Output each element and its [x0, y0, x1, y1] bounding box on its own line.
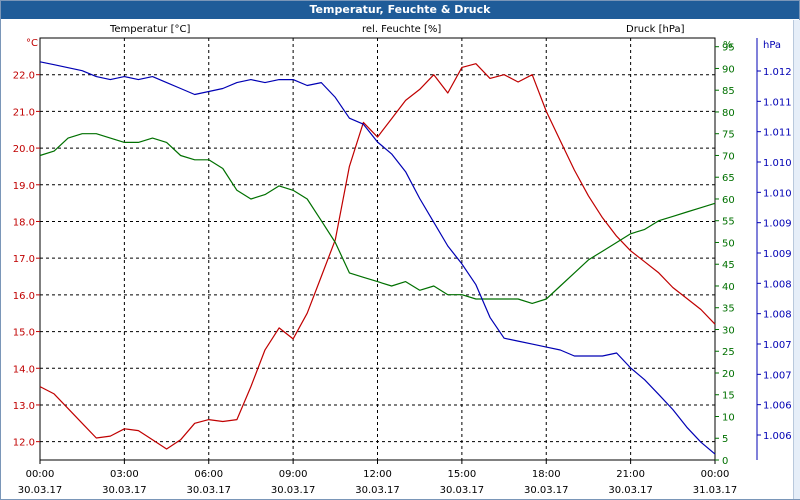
series-line-pressure	[39, 61, 716, 455]
x-tick-label-time: 12:00	[363, 469, 392, 480]
x-tick-label-time: 00:00	[26, 469, 55, 480]
window-edge	[793, 20, 800, 499]
humidity-tick-label: 60	[722, 195, 735, 206]
pressure-tick-label: 1.008	[763, 279, 792, 290]
x-tick-label-time: 09:00	[279, 469, 308, 480]
pressure-tick-label: 1.007	[763, 370, 792, 381]
humidity-tick-label: 35	[722, 304, 735, 315]
pressure-tick-label: 1.010	[763, 158, 792, 169]
x-tick-label-date: 30.03.17	[271, 485, 316, 496]
pressure-tick-label: 1.008	[763, 310, 792, 321]
humidity-tick-label: 75	[722, 130, 735, 141]
humidity-axis-header: rel. Feuchte [%]	[362, 24, 442, 35]
pressure-tick-label: 1.009	[763, 249, 792, 260]
x-tick-label-date: 30.03.17	[18, 485, 63, 496]
pressure-tick-label: 1.009	[763, 219, 792, 230]
x-tick-label-date: 30.03.17	[608, 485, 653, 496]
humidity-tick-label: 95	[722, 43, 735, 54]
x-tick-label-time: 00:00	[701, 469, 730, 480]
humidity-tick-label: 40	[722, 282, 735, 293]
humidity-tick-label: 25	[722, 347, 735, 358]
humidity-tick-label: 30	[722, 325, 735, 336]
temperature-unit-label: °C	[26, 38, 38, 49]
pressure-tick-label: 1.012	[763, 67, 792, 78]
window-title: Temperatur, Feuchte & Druck	[1, 1, 799, 19]
humidity-tick-label: 20	[722, 369, 735, 380]
humidity-tick-label: 70	[722, 151, 735, 162]
humidity-tick-label: 50	[722, 238, 735, 249]
humidity-tick-label: 5	[722, 434, 728, 445]
temperature-tick-label: 22.0	[13, 71, 35, 82]
series-line-temperature	[39, 63, 716, 450]
temperature-tick-label: 17.0	[13, 254, 35, 265]
pressure-tick-label: 1.011	[763, 128, 792, 139]
pressure-axis-header: Druck [hPa]	[626, 24, 685, 35]
humidity-tick-label: 85	[722, 86, 735, 97]
pressure-tick-label: 1.011	[763, 97, 792, 108]
x-tick-label-date: 30.03.17	[186, 485, 231, 496]
temperature-tick-label: 15.0	[13, 328, 35, 339]
x-tick-label-date: 30.03.17	[440, 485, 485, 496]
temperature-tick-label: 18.0	[13, 217, 35, 228]
temperature-tick-label: 13.0	[13, 401, 35, 412]
humidity-tick-label: 45	[722, 260, 735, 271]
humidity-tick-label: 15	[722, 391, 735, 402]
x-tick-label-date: 30.03.17	[524, 485, 569, 496]
temperature-tick-label: 12.0	[13, 438, 35, 449]
humidity-unit-label: %	[723, 40, 733, 51]
x-tick-label-time: 18:00	[532, 469, 561, 480]
pressure-tick-label: 1.007	[763, 340, 792, 351]
x-tick-label-time: 03:00	[110, 469, 139, 480]
x-tick-label-time: 06:00	[194, 469, 223, 480]
humidity-tick-label: 80	[722, 108, 735, 119]
temperature-tick-label: 14.0	[13, 364, 35, 375]
x-tick-label-date: 30.03.17	[355, 485, 400, 496]
x-tick-label-time: 21:00	[616, 469, 645, 480]
humidity-tick-label: 55	[722, 217, 735, 228]
temperature-tick-label: 16.0	[13, 291, 35, 302]
pressure-unit-label: hPa	[763, 40, 781, 51]
temperature-tick-label: 19.0	[13, 181, 35, 192]
x-tick-label-date: 30.03.17	[102, 485, 147, 496]
temperature-axis-header: Temperatur [°C]	[110, 24, 191, 35]
humidity-tick-label: 0	[722, 456, 728, 467]
x-tick-label-date: 31.03.17	[693, 485, 738, 496]
pressure-tick-label: 1.006	[763, 401, 792, 412]
humidity-tick-label: 65	[722, 173, 735, 184]
x-tick-label-time: 15:00	[447, 469, 476, 480]
series-line-humidity	[39, 133, 716, 304]
humidity-tick-label: 10	[722, 412, 735, 423]
pressure-tick-label: 1.006	[763, 431, 792, 442]
temperature-tick-label: 21.0	[13, 107, 35, 118]
humidity-tick-label: 90	[722, 64, 735, 75]
pressure-tick-label: 1.010	[763, 188, 792, 199]
temperature-tick-label: 20.0	[13, 144, 35, 155]
